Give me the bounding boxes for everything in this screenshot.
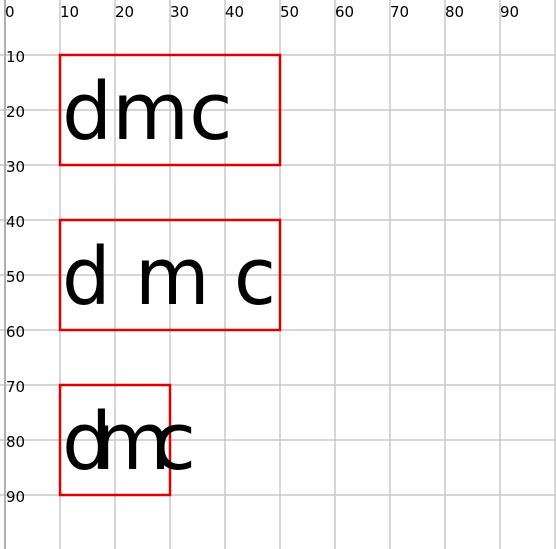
y-tick-label: 50 <box>6 268 25 286</box>
y-tick-label: 40 <box>6 213 25 231</box>
x-tick-label: 20 <box>115 3 134 21</box>
y-tick-label: 20 <box>6 103 25 121</box>
sample-box-2 <box>58 218 282 332</box>
left-edge-bar <box>4 0 6 549</box>
x-tick-label: 40 <box>225 3 244 21</box>
x-tick-label: 50 <box>280 3 299 21</box>
sample-text-2: d m c <box>62 231 276 323</box>
y-tick-label: 80 <box>6 433 25 451</box>
x-tick-label: 10 <box>60 3 79 21</box>
y-tick-label: 70 <box>6 378 25 396</box>
x-tick-label: 30 <box>170 3 189 21</box>
x-tick-label: 80 <box>445 3 464 21</box>
y-tick-label: 90 <box>6 488 25 506</box>
y-tick-label: 30 <box>6 158 25 176</box>
x-tick-label: 70 <box>390 3 409 21</box>
sample-text-1: dmc <box>62 66 233 158</box>
sample-box-1 <box>58 53 282 167</box>
y-tick-label: 60 <box>6 323 25 341</box>
axis-labels: 0 10 20 30 40 50 60 70 80 90 10 20 30 40 50 60 70 80 90 <box>5 3 519 506</box>
x-tick-label: 60 <box>335 3 354 21</box>
x-tick-label: 90 <box>500 3 519 21</box>
x-tick-label: 0 <box>5 3 15 21</box>
y-tick-label: 10 <box>6 48 25 66</box>
sample-text-3: dmc <box>62 396 192 488</box>
sample-box-3 <box>58 383 172 497</box>
